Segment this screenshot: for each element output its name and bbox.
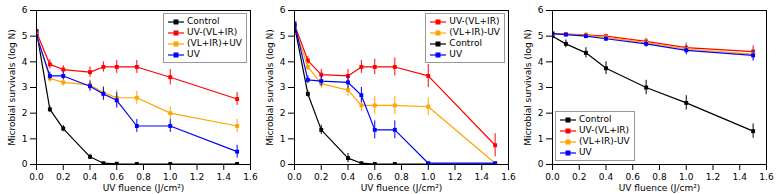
svg-text:5: 5 xyxy=(22,31,28,41)
svg-text:2: 2 xyxy=(22,108,28,118)
svg-text:0.8: 0.8 xyxy=(652,172,667,182)
svg-text:1.4: 1.4 xyxy=(733,172,748,182)
svg-text:1.6: 1.6 xyxy=(501,172,516,182)
svg-text:0.0: 0.0 xyxy=(287,172,302,182)
svg-text:6: 6 xyxy=(538,5,544,15)
svg-text:0.2: 0.2 xyxy=(314,172,328,182)
svg-text:4: 4 xyxy=(22,57,28,67)
html-text:(VL+IR)-UV: (VL+IR)-UV xyxy=(579,136,630,146)
svg-text:1.6: 1.6 xyxy=(759,172,774,182)
svg-text:1: 1 xyxy=(280,134,286,144)
svg-text:4: 4 xyxy=(538,57,544,67)
html-text:UV: UV xyxy=(187,49,200,59)
html-text:(VL+IR)+UV: (VL+IR)+UV xyxy=(187,38,242,48)
svg-text:0.8: 0.8 xyxy=(136,172,151,182)
svg-text:Microbial survivals (log N): Microbial survivals (log N) xyxy=(7,29,17,145)
svg-text:UV fluence (J/cm²): UV fluence (J/cm²) xyxy=(361,183,443,193)
svg-text:3: 3 xyxy=(280,82,286,92)
svg-text:1.0: 1.0 xyxy=(163,172,178,182)
svg-text:1.4: 1.4 xyxy=(475,172,490,182)
html-text:UV-(VL+IR): UV-(VL+IR) xyxy=(187,27,238,37)
svg-text:1.2: 1.2 xyxy=(190,172,204,182)
svg-text:0.2: 0.2 xyxy=(56,172,70,182)
svg-text:5: 5 xyxy=(280,31,286,41)
svg-text:5: 5 xyxy=(538,31,544,41)
svg-text:1: 1 xyxy=(22,134,28,144)
html-text:Control: Control xyxy=(449,38,482,48)
svg-text:0: 0 xyxy=(22,159,28,169)
svg-text:Microbial survivals (log N): Microbial survivals (log N) xyxy=(523,29,533,145)
svg-text:1.0: 1.0 xyxy=(421,172,436,182)
svg-text:2: 2 xyxy=(280,108,286,118)
svg-text:0.2: 0.2 xyxy=(572,172,586,182)
svg-text:Microbial survivals (log N): Microbial survivals (log N) xyxy=(265,29,275,145)
svg-text:6: 6 xyxy=(280,5,286,15)
svg-text:0: 0 xyxy=(538,159,544,169)
html-text:UV: UV xyxy=(579,147,592,157)
svg-text:4: 4 xyxy=(280,57,286,67)
svg-text:0.4: 0.4 xyxy=(599,172,614,182)
svg-text:3: 3 xyxy=(22,82,28,92)
svg-text:0.0: 0.0 xyxy=(29,172,44,182)
html-text:Control: Control xyxy=(579,114,612,124)
svg-text:1.2: 1.2 xyxy=(706,172,720,182)
svg-text:3: 3 xyxy=(538,82,544,92)
svg-text:0.0: 0.0 xyxy=(545,172,560,182)
html-text:UV-(VL+IR): UV-(VL+IR) xyxy=(449,16,500,26)
svg-text:1: 1 xyxy=(538,134,544,144)
svg-text:0.8: 0.8 xyxy=(394,172,409,182)
html-text:UV-(VL+IR): UV-(VL+IR) xyxy=(579,125,630,135)
svg-text:UV fluence (J/cm²): UV fluence (J/cm²) xyxy=(103,183,185,193)
svg-text:0.6: 0.6 xyxy=(368,172,383,182)
svg-text:UV fluence (J/cm²): UV fluence (J/cm²) xyxy=(619,183,701,193)
svg-text:0.6: 0.6 xyxy=(110,172,125,182)
html-text:(VL+IR)-UV: (VL+IR)-UV xyxy=(449,27,500,37)
svg-text:0.4: 0.4 xyxy=(83,172,98,182)
svg-text:0.6: 0.6 xyxy=(626,172,641,182)
svg-text:1.2: 1.2 xyxy=(448,172,462,182)
svg-text:1.0: 1.0 xyxy=(679,172,694,182)
svg-text:2: 2 xyxy=(538,108,544,118)
svg-text:0: 0 xyxy=(280,159,286,169)
html-text:UV: UV xyxy=(449,49,463,59)
svg-text:0.4: 0.4 xyxy=(341,172,356,182)
svg-text:6: 6 xyxy=(22,5,28,15)
html-text:Control: Control xyxy=(187,16,220,26)
svg-text:1.6: 1.6 xyxy=(243,172,258,182)
svg-text:1.4: 1.4 xyxy=(217,172,232,182)
